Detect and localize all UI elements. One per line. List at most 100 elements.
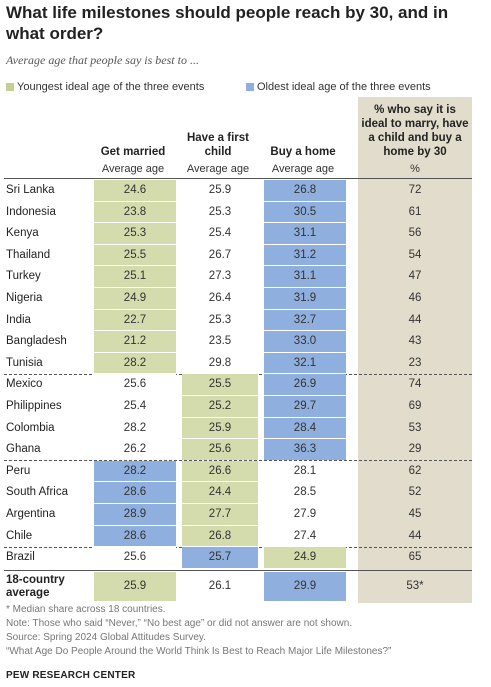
cell-share: 74: [408, 378, 422, 391]
legend-youngest: Youngest ideal age of the three events: [6, 81, 204, 93]
legend-youngest-label: Youngest ideal age of the three events: [17, 81, 205, 93]
row-label: Kenya: [6, 227, 39, 240]
col-child-sub: Average age: [186, 163, 250, 175]
col-home-title: Buy a home: [270, 146, 336, 158]
row-label: Brazil: [6, 551, 35, 564]
row-label: Argentina: [6, 508, 56, 520]
col-share-title: % who say it is ideal to marry, have a c…: [361, 104, 469, 158]
cell-child: 25.3: [182, 309, 258, 331]
cell-home: 27.4: [264, 525, 346, 547]
row-label: Mexico: [6, 378, 43, 391]
cell-married: 28.9: [94, 504, 176, 525]
row-label: Thailand: [6, 248, 51, 261]
row-label: Colombia: [6, 421, 55, 434]
share-column-background: [358, 97, 472, 603]
cell-home: 26.9: [264, 374, 346, 395]
row-label: India: [6, 313, 31, 326]
cell-home: 29.7: [264, 396, 346, 417]
cell-married: 28.2: [94, 460, 176, 482]
chart-title: What life milestones should people reach…: [6, 3, 449, 43]
cell-home: 31.9: [264, 288, 346, 309]
cell-child: 25.9: [182, 417, 258, 439]
legend-oldest-swatch: [246, 83, 254, 91]
cell-child: 24.4: [182, 482, 258, 503]
cell-married: 25.3: [94, 223, 176, 244]
cell-married: 25.6: [94, 374, 176, 395]
cell-home: 32.7: [264, 309, 346, 331]
row-label: Chile: [6, 529, 33, 542]
cell-share: 72: [408, 184, 422, 196]
row-label: Philippines: [6, 400, 62, 412]
legend-youngest-swatch: [6, 83, 14, 91]
legend-oldest: Oldest ideal age of the three events: [246, 81, 431, 93]
cell-home: 28.5: [264, 482, 346, 503]
cell-child: 26.1: [182, 571, 258, 601]
cell-married: 24.6: [94, 180, 176, 201]
note-line: Source: Spring 2024 Global Attitudes Sur…: [6, 632, 206, 643]
cell-home: 30.5: [264, 201, 346, 223]
cell-home: 26.8: [264, 180, 346, 201]
note-line: Note: Those who said “Never,” “No best a…: [6, 618, 353, 629]
cell-home: 33.0: [264, 331, 346, 352]
cell-home: 29.9: [264, 571, 346, 601]
cell-married: 22.7: [94, 309, 176, 331]
chart-subtitle: Average age that people say is best to .…: [6, 53, 199, 67]
cell-child: 25.3: [182, 201, 258, 223]
cell-married: 25.5: [94, 244, 176, 266]
cell-share: 53: [408, 421, 422, 434]
cell-home: 36.3: [264, 439, 346, 460]
cell-married: 28.6: [94, 525, 176, 547]
legend-oldest-label: Oldest ideal age of the three events: [257, 81, 431, 93]
cell-home: 31.2: [264, 244, 346, 266]
cell-married: 25.9: [94, 571, 176, 601]
row-label: Indonesia: [6, 205, 56, 218]
cell-married: 24.9: [94, 288, 176, 309]
cell-share: 53*: [406, 579, 424, 592]
cell-share: 56: [408, 227, 422, 240]
cell-child: 23.5: [182, 331, 258, 352]
cell-child: 25.9: [182, 180, 258, 201]
cell-home: 32.1: [264, 352, 346, 374]
cell-share: 62: [408, 464, 422, 477]
cell-share: 44: [408, 529, 422, 542]
cell-married: 21.2: [94, 331, 176, 352]
cell-share: 52: [408, 486, 422, 499]
cell-share: 65: [408, 551, 422, 564]
cell-share: 54: [408, 248, 422, 261]
row-label: Turkey: [6, 270, 41, 283]
col-child-title: Have a first child: [186, 132, 249, 158]
row-label: South Africa: [6, 486, 69, 499]
cell-child: 26.8: [182, 525, 258, 547]
cell-married: 28.2: [94, 352, 176, 374]
cell-married: 28.2: [94, 417, 176, 439]
cell-child: 25.4: [182, 223, 258, 244]
cell-child: 25.7: [182, 547, 258, 568]
average-rule: [4, 569, 472, 571]
cell-share: 61: [408, 205, 422, 218]
cell-share: 45: [408, 508, 422, 520]
cell-share: 29: [408, 443, 422, 456]
cell-home: 31.1: [264, 266, 346, 287]
header-rule: [4, 178, 472, 179]
cell-home: 28.1: [264, 460, 346, 482]
row-label: Ghana: [6, 443, 41, 456]
note-line: “What Age Do People Around the World Thi…: [6, 646, 392, 657]
cell-child: 26.7: [182, 244, 258, 266]
cell-share: 46: [408, 292, 422, 304]
cell-child: 26.4: [182, 288, 258, 309]
cell-home: 24.9: [264, 547, 346, 568]
cell-child: 25.2: [182, 396, 258, 417]
cell-married: 25.1: [94, 266, 176, 287]
cell-married: 28.6: [94, 482, 176, 503]
note-line: * Median share across 18 countries.: [6, 604, 166, 615]
col-home-sub: Average age: [271, 163, 335, 175]
cell-child: 27.7: [182, 504, 258, 525]
cell-share: 43: [408, 335, 422, 348]
row-label: Peru: [6, 464, 31, 477]
cell-married: 25.4: [94, 396, 176, 417]
cell-share: 47: [408, 270, 422, 283]
cell-share: 44: [408, 313, 422, 326]
cell-married: 26.2: [94, 439, 176, 460]
brand-label: PEW RESEARCH CENTER: [6, 670, 136, 681]
cell-child: 26.6: [182, 460, 258, 482]
